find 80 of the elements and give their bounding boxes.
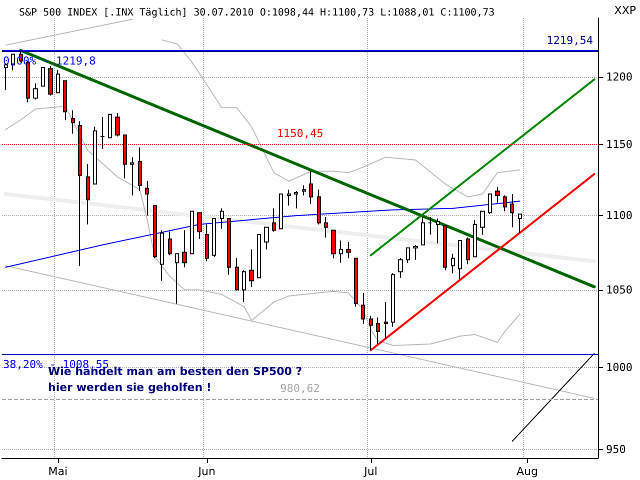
candlestick <box>361 292 365 324</box>
x-tick-label: Jun <box>197 465 216 478</box>
candlestick <box>33 82 38 100</box>
candlestick <box>510 194 514 228</box>
candlestick <box>443 225 447 271</box>
candlestick <box>331 230 336 259</box>
candlestick <box>384 302 388 340</box>
candlestick <box>480 210 485 236</box>
candlestick <box>48 66 53 96</box>
candlestick <box>115 112 120 137</box>
candlestick <box>212 218 216 258</box>
ref-line-label: 1150,45 <box>276 127 324 140</box>
candlestick <box>279 194 283 230</box>
candlestick <box>406 247 410 264</box>
candlestick <box>63 80 67 120</box>
candlestick <box>495 186 500 204</box>
candlestick <box>190 210 194 254</box>
candlestick <box>205 224 209 262</box>
candlestick <box>168 231 172 256</box>
candlestick <box>309 170 313 205</box>
candlestick <box>71 110 75 134</box>
candlestick <box>466 237 470 265</box>
candlestick <box>235 258 239 290</box>
candlestick <box>421 216 425 246</box>
candlestick <box>451 253 455 274</box>
candlestick <box>398 258 403 278</box>
candlestick <box>242 270 246 303</box>
x-tick-label: Jul <box>363 465 378 478</box>
candlestick <box>182 230 187 268</box>
ref-line-label: 1219,54 <box>546 34 594 47</box>
candlestick <box>473 219 477 258</box>
candlestick <box>86 164 90 225</box>
y-tick-label: 950 <box>606 443 626 456</box>
candlestick <box>287 189 291 206</box>
candlestick <box>428 216 432 236</box>
candlestick <box>264 226 269 250</box>
candlestick <box>93 126 97 185</box>
candlestick <box>56 70 60 94</box>
candlestick <box>346 241 351 259</box>
candlestick <box>138 146 142 192</box>
y-tick-label: 1000 <box>606 361 632 374</box>
chart-title: S&P 500 INDEX [.INX Täglich] 30.07.2010 O:1098,44 H:1100,73 L:1088,01 C:1100,73 <box>19 8 495 18</box>
candlestick <box>227 218 231 276</box>
candlestick <box>272 208 276 232</box>
candlestick <box>376 316 380 344</box>
y-tick-label: 1100 <box>606 209 632 222</box>
candlestick <box>220 208 224 230</box>
candlestick <box>391 272 395 328</box>
candlestick <box>294 190 298 209</box>
x-tick-label: Aug <box>516 465 538 478</box>
candlestick <box>108 114 112 138</box>
candlestick <box>354 258 358 308</box>
candlestick <box>257 234 261 278</box>
candlestick <box>249 248 254 288</box>
text: XXP <box>614 4 636 17</box>
candlestick <box>436 218 440 244</box>
candlestick <box>339 240 343 264</box>
candlestick <box>324 216 328 238</box>
y-tick-label: 1050 <box>606 283 632 296</box>
candlestick <box>175 253 179 304</box>
y-tick-label: 1200 <box>606 70 632 84</box>
candlestick <box>413 244 418 260</box>
candlestick <box>153 204 157 259</box>
candlestick <box>518 214 522 234</box>
candlestick <box>317 189 321 225</box>
candlestick <box>488 194 492 215</box>
candlestick <box>100 116 105 150</box>
candlestick <box>302 184 306 196</box>
ref-line-label: 980,62 <box>280 382 320 395</box>
x-tick-label: Mai <box>48 465 68 478</box>
y-tick-label: 1150 <box>606 138 632 152</box>
annotation: hier werden sie geholfen ! <box>48 381 212 394</box>
candlestick <box>145 180 149 216</box>
line-series <box>5 200 520 268</box>
candlestick <box>458 240 462 280</box>
candlestick <box>160 230 164 282</box>
candlestick <box>197 212 202 240</box>
candlestick <box>41 66 45 87</box>
candlestick <box>503 194 507 212</box>
candlestick <box>130 156 134 196</box>
